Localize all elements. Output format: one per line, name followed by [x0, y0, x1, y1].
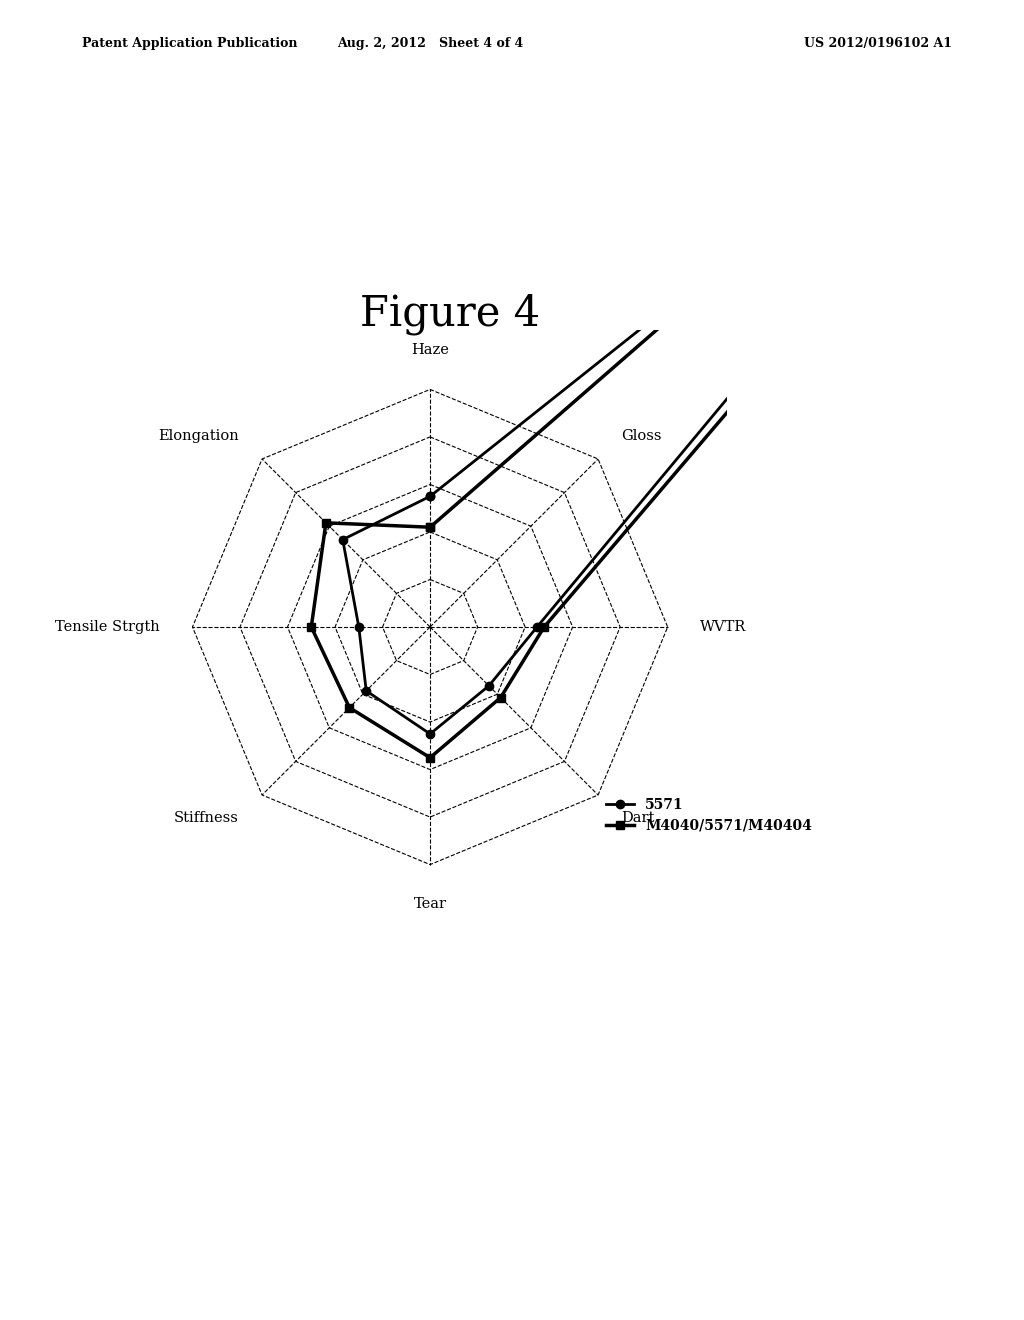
Text: Stiffness: Stiffness: [174, 810, 239, 825]
Text: Haze: Haze: [412, 343, 449, 356]
Text: Dart: Dart: [622, 810, 654, 825]
Text: Gloss: Gloss: [622, 429, 662, 444]
Text: Tear: Tear: [414, 898, 446, 911]
Text: Aug. 2, 2012   Sheet 4 of 4: Aug. 2, 2012 Sheet 4 of 4: [337, 37, 523, 50]
Text: Elongation: Elongation: [159, 429, 239, 444]
Text: WVTR: WVTR: [700, 620, 746, 634]
Text: Patent Application Publication: Patent Application Publication: [82, 37, 297, 50]
Text: US 2012/0196102 A1: US 2012/0196102 A1: [804, 37, 952, 50]
Text: Tensile Strgth: Tensile Strgth: [55, 620, 160, 634]
Text: Figure 4: Figure 4: [360, 293, 541, 335]
Legend: 5571, M4040/5571/M40404: 5571, M4040/5571/M40404: [601, 792, 818, 838]
